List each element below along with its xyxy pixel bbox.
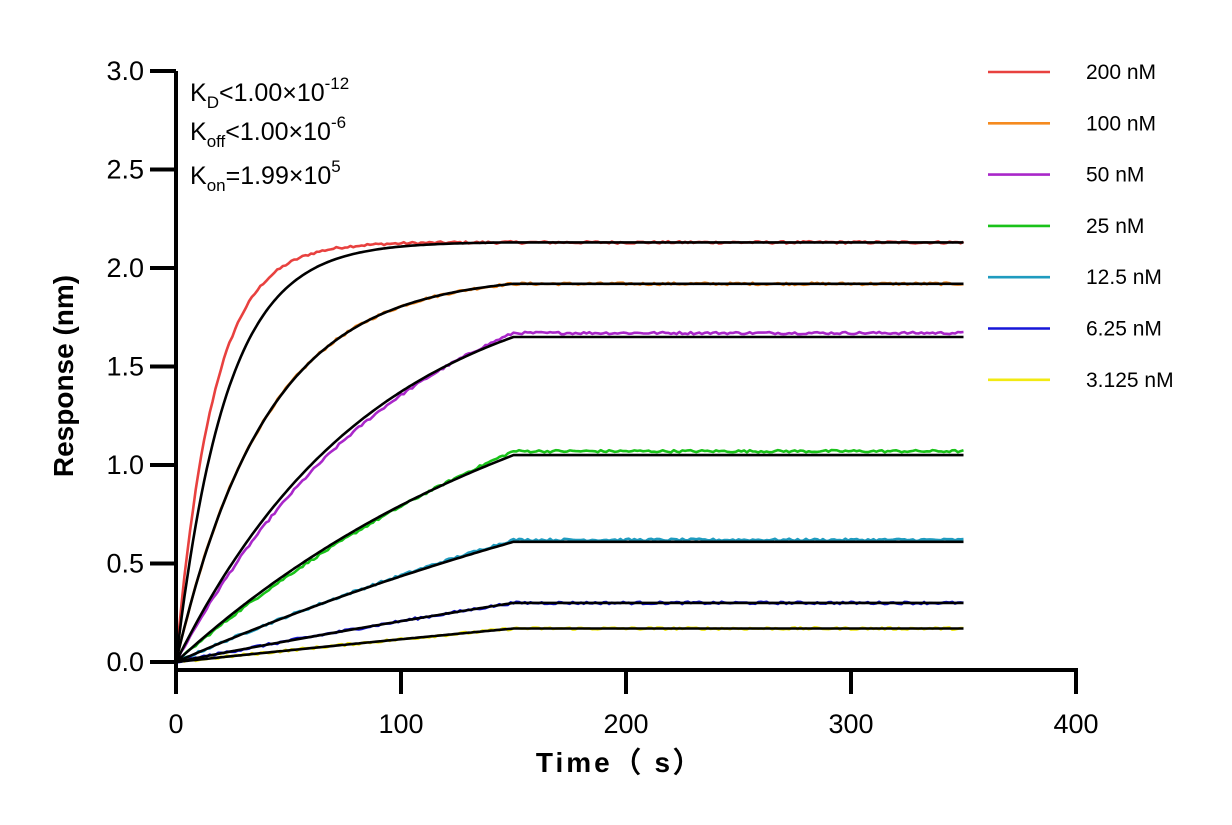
legend-label: 12.5 nM <box>1086 266 1162 289</box>
legend-label: 50 nM <box>1086 164 1144 187</box>
x-tick-label: 0 <box>168 709 183 739</box>
data-series-line <box>175 625 964 663</box>
legend-label: 25 nM <box>1086 215 1144 238</box>
y-tick-label: 3.0 <box>106 56 144 86</box>
legend-label: 3.125 nM <box>1086 369 1174 392</box>
y-axis-title: Response (nm) <box>48 275 79 477</box>
x-tick-label: 300 <box>828 709 873 739</box>
data-series-line <box>174 281 964 663</box>
legend: 200 nM 100 nM 50 nM 25 nM 12.5 nM 6.25 nM 3.12… <box>988 61 1174 392</box>
koff-annotation: Koff<1.00×10-6 <box>190 113 346 151</box>
y-tick-label: 1.5 <box>106 352 144 382</box>
fit-curve-line <box>175 453 964 663</box>
legend-label: 100 nM <box>1086 112 1156 135</box>
series-layer <box>174 239 965 664</box>
axes-layer <box>174 71 1078 672</box>
y-tick-label: 0.5 <box>106 549 144 579</box>
kinetics-annotations: KD<1.00×10-12 Koff<1.00×10-6 Kon=1.99×10… <box>190 74 349 195</box>
x-tick-label: 400 <box>1053 709 1098 739</box>
legend-label: 6.25 nM <box>1086 318 1162 341</box>
data-series-line <box>174 330 964 662</box>
y-tick-label: 2.5 <box>106 155 144 185</box>
data-series-line <box>175 448 964 664</box>
data-series-line <box>175 600 964 664</box>
legend-label: 200 nM <box>1086 61 1156 84</box>
fit-curve-line <box>175 627 964 664</box>
fit-curve-line <box>175 540 964 664</box>
y-tick-label: 1.0 <box>106 450 144 480</box>
data-series-line <box>175 537 964 663</box>
fit-curve-line <box>174 335 964 663</box>
fit-curve-line <box>175 601 964 664</box>
fit-curve-line <box>174 282 964 663</box>
x-tick-label: 100 <box>378 709 423 739</box>
kd-annotation: KD<1.00×10-12 <box>190 74 349 112</box>
kon-annotation: Kon=1.99×105 <box>190 157 341 195</box>
ticks-layer: 0.0 0.5 1.0 1.5 2.0 2.5 3.0 0 100 200 300 400 <box>106 56 1098 739</box>
x-tick-label: 200 <box>603 709 648 739</box>
fit-curve-line <box>174 241 964 663</box>
y-tick-label: 2.0 <box>106 253 144 283</box>
x-axis-title: Time（ s） <box>536 746 704 778</box>
y-tick-label: 0.0 <box>106 647 144 677</box>
